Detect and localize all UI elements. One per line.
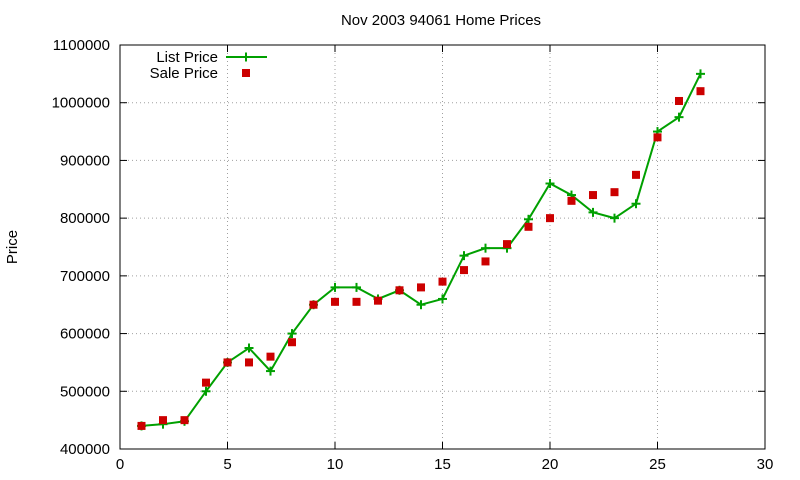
y-tick-label: 800000 [60, 210, 110, 227]
y-tick-label: 1000000 [52, 95, 110, 112]
sale-price-point [352, 297, 361, 306]
sale-price-point [395, 286, 404, 295]
sale-price-point [288, 338, 296, 347]
sale-price-point [675, 96, 683, 105]
legend-item-sale-price: Sale Price [150, 65, 250, 82]
sale-price-point [417, 283, 425, 292]
x-tick-label: 20 [542, 456, 559, 473]
sale-price-point [223, 358, 232, 367]
sale-price-point [374, 296, 382, 305]
legend-plus-marker [241, 52, 251, 62]
list-price-point [674, 112, 684, 122]
list-price-point [588, 207, 598, 217]
legend-label: Sale Price [150, 65, 218, 82]
y-tick-label: 900000 [60, 152, 110, 169]
list-price-point [266, 366, 275, 376]
list-price-point [459, 251, 469, 261]
sale-price-point [309, 300, 318, 309]
list-price-point [631, 199, 641, 209]
sale-price-point [202, 378, 210, 387]
list-price-point [545, 179, 555, 189]
sale-price-point [589, 191, 597, 200]
y-tick-label: 1100000 [53, 37, 110, 54]
x-tick-label: 5 [223, 456, 231, 473]
sale-price-point [460, 266, 468, 275]
list-price-series [137, 69, 705, 431]
x-tick-label: 25 [649, 456, 666, 473]
sale-price-point [159, 416, 167, 425]
sale-price-point [503, 240, 511, 249]
y-tick-label: 600000 [60, 326, 110, 343]
legend-label: List Price [156, 49, 218, 66]
sale-price-point [653, 133, 662, 142]
list-price-point [244, 343, 254, 353]
sale-price-series [137, 87, 705, 430]
sale-price-point [180, 416, 189, 425]
sale-price-point [481, 257, 490, 266]
legend-item-list-price: List Price [156, 49, 267, 66]
sale-price-point [524, 222, 533, 231]
grid-lines [120, 45, 765, 449]
list-price-point [438, 294, 447, 304]
y-axis-label: Price [4, 230, 21, 264]
x-tick-label: 10 [327, 456, 344, 473]
x-tick-label: 30 [757, 456, 774, 473]
list-price-point [201, 386, 211, 396]
x-tick-label: 0 [116, 456, 124, 473]
sale-price-point [245, 358, 253, 367]
y-tick-label: 400000 [60, 441, 110, 458]
list-price-point [481, 243, 490, 253]
sale-price-point [331, 297, 339, 306]
list-price-point [524, 214, 533, 224]
plot-area [137, 69, 705, 431]
sale-price-point [546, 214, 554, 223]
list-price-point [330, 282, 340, 292]
sale-price-point [137, 421, 146, 430]
list-price-line [141, 73, 702, 427]
sale-price-point [696, 87, 705, 96]
list-price-point [696, 69, 705, 79]
list-price-point [352, 282, 361, 292]
y-tick-label: 700000 [60, 268, 110, 285]
sale-price-point [567, 196, 576, 205]
sale-price-point [438, 277, 447, 286]
sale-price-point [610, 188, 619, 197]
list-price-point [416, 300, 426, 310]
list-price-point [287, 329, 297, 339]
list-price-point [610, 213, 619, 223]
x-tick-label: 15 [434, 456, 451, 473]
sale-price-point [632, 170, 640, 179]
sale-price-point [266, 352, 275, 361]
legend-square-marker [242, 69, 250, 77]
y-tick-label: 500000 [60, 383, 110, 400]
chart-title: Nov 2003 94061 Home Prices [341, 12, 541, 29]
plot-border [119, 44, 766, 450]
